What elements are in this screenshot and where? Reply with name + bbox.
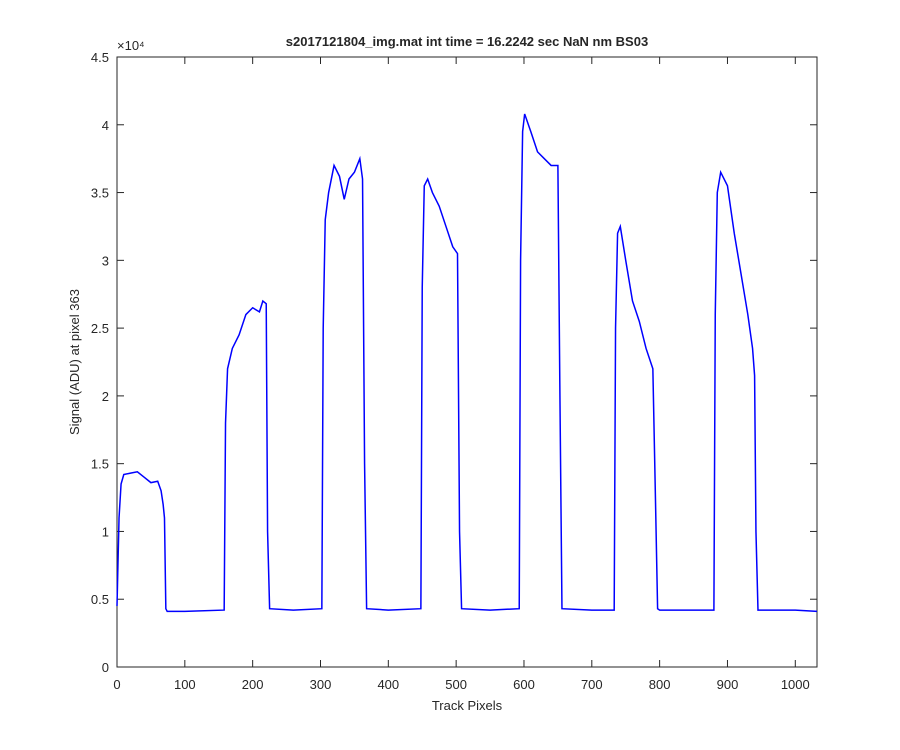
x-axis-label: Track Pixels <box>432 698 503 713</box>
x-tick-label: 100 <box>174 677 196 692</box>
y-tick-label: 4 <box>102 118 109 133</box>
y-tick-label: 3 <box>102 253 109 268</box>
x-tick-label: 300 <box>310 677 332 692</box>
y-tick-label: 1 <box>102 524 109 539</box>
x-tick-label: 1000 <box>781 677 810 692</box>
y-tick-label: 2 <box>102 389 109 404</box>
plot-frame <box>116 56 818 668</box>
data-line <box>116 113 818 613</box>
x-tick-label: 700 <box>581 677 603 692</box>
y-tick-label: 0.5 <box>91 592 109 607</box>
y-exponent-label: ×10⁴ <box>117 38 145 53</box>
x-tick-label: 0 <box>113 677 120 692</box>
y-tick-label: 1.5 <box>91 457 109 472</box>
x-tick-label: 200 <box>242 677 264 692</box>
x-tick-label: 400 <box>377 677 399 692</box>
y-tick-label: 3.5 <box>91 186 109 201</box>
chart-title: s2017121804_img.mat int time = 16.2242 s… <box>286 34 648 49</box>
x-tick-label: 800 <box>649 677 671 692</box>
x-tick-label: 600 <box>513 677 535 692</box>
y-axis-label: Signal (ADU) at pixel 363 <box>67 289 82 435</box>
x-tick-label: 900 <box>717 677 739 692</box>
y-tick-label: 0 <box>102 660 109 675</box>
x-tick-label: 500 <box>445 677 467 692</box>
y-tick-label: 2.5 <box>91 321 109 336</box>
y-tick-label: 4.5 <box>91 50 109 65</box>
